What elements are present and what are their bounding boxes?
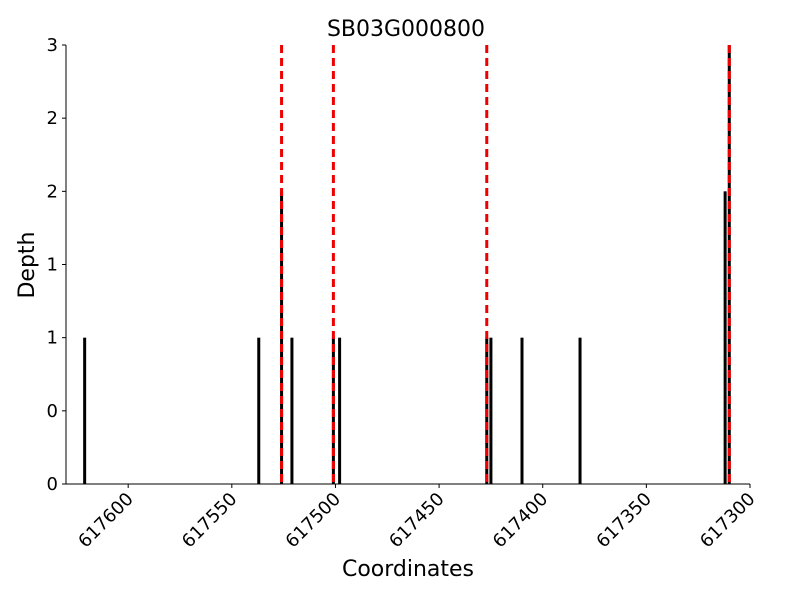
bar [489,337,493,484]
x-tick-label: 617350 [592,489,655,552]
bar [83,337,87,484]
x-tick-label: 617450 [385,489,448,552]
chart-title: SB03G000800 [327,17,485,42]
bar [723,191,727,485]
y-tick-label: 0 [47,401,58,422]
x-tick-label: 617500 [282,489,345,552]
bar [520,337,524,484]
y-axis-label: Depth [15,231,40,298]
bar [727,45,731,484]
x-tick-label: 617600 [74,489,137,552]
bar [290,337,294,484]
y-tick-label: 2 [47,108,58,129]
x-tick-label: 617550 [178,489,241,552]
bar [257,337,261,484]
y-tick-label: 1 [47,328,58,349]
x-tick-label: 617400 [489,489,552,552]
bar [578,337,582,484]
x-tick-label: 617300 [696,489,759,552]
y-tick-label: 2 [47,181,58,202]
y-tick-label: 1 [47,255,58,276]
y-tick-label: 3 [47,35,58,56]
y-tick-label: 0 [47,474,58,495]
bar [338,337,342,484]
x-axis-label: Coordinates [342,557,474,582]
